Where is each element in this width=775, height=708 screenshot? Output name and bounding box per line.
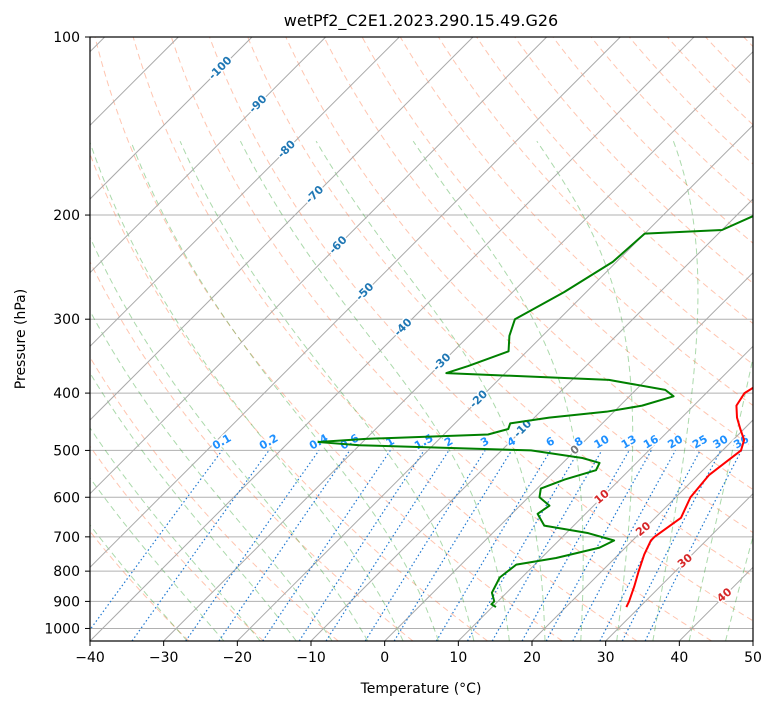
dry-adiabat-line [437,37,753,365]
x-tick-label: 10 [449,650,467,666]
moist-adiabat-line [90,309,333,641]
mixing-ratio-line [185,450,320,641]
dry-adiabat-line [90,260,414,641]
isotherm-line [310,198,753,641]
mixing-ratio-line [572,450,677,641]
isotherm-line [605,492,753,641]
moist-adiabat-line [412,140,584,641]
isotherm-line [90,37,695,641]
y-tick-label: 800 [53,564,80,580]
y-tick-label: 500 [53,443,80,459]
isotherm-line [236,124,753,641]
isotherm-line [90,37,253,200]
x-tick-label: 0 [380,650,389,666]
dry-adiabats [90,37,753,641]
moist-adiabat-line [90,477,225,641]
moist-adiabat-line [239,140,510,641]
pressure-gridlines [90,37,753,629]
moist-adiabat-line [652,140,699,641]
y-tick-label: 300 [53,312,80,328]
moist-adiabat-line [90,372,297,641]
moist-adiabat-line [130,140,439,641]
y-tick-label: 100 [53,30,80,46]
isotherm-line [90,37,327,274]
x-tick-label: −40 [75,650,105,666]
x-tick-label: −30 [149,650,179,666]
mixing-ratio-line [545,450,652,641]
moist-adiabat-line [90,426,261,641]
isotherm-line [90,37,474,421]
moist-adiabat-line [688,355,753,641]
isotherms [90,37,753,641]
dry-adiabat-line [90,445,264,641]
mixing-ratio-line [644,450,743,641]
y-tick-label: 200 [53,208,80,224]
sounding-series [317,215,753,608]
moist-adiabat-line [90,524,188,641]
y-tick-label: 700 [53,530,80,546]
x-tick-label: 50 [744,650,762,666]
isotherm-line [531,419,753,641]
dry-adiabat-line [323,37,753,491]
x-axis-title: Temperature (°C) [360,681,482,697]
moist-adiabat-line [536,140,634,641]
y-axis-title: Pressure (hPa) [13,289,29,389]
x-tick-label: 30 [597,650,615,666]
dry-adiabat-line [247,37,753,577]
isotherm-line [90,37,548,495]
mixing-ratio-line [621,450,722,641]
dry-adiabat-line [399,37,753,407]
dry-adiabat-line [208,37,753,622]
dry-adiabat-line [90,152,488,641]
y-axis: 100 200 300 400 500 600 700 800 900 1000 [44,30,90,637]
x-axis: −40 −30 −20 −10 0 10 20 30 40 50 [75,641,762,666]
mixing-ratio-line [262,450,391,641]
dry-adiabat-line [285,37,753,534]
mixing-ratio-line [393,450,513,641]
x-tick-label: −10 [296,650,326,666]
mixing-ratio-lines [90,450,743,641]
isotherm-line [90,37,400,348]
mixing-ratio-line [325,450,450,641]
dry-adiabat-line [170,37,712,641]
temperature-profile-line [625,386,753,608]
x-tick-label: 20 [523,650,541,666]
plot-frame [89,36,754,642]
moist-adiabat-line [90,140,404,641]
dry-adiabat-line [628,37,753,165]
dewpoint-profile-line [317,215,753,608]
mixing-ratio-line [521,450,630,641]
y-tick-label: 600 [53,490,80,506]
mixing-ratio-line [90,450,223,631]
x-tick-label: −20 [223,650,253,666]
mixing-ratio-line [218,450,351,641]
y-tick-label: 900 [53,594,80,610]
isotherm-line [90,37,621,569]
chart-title: wetPf2_C2E1.2023.290.15.49.G26 [284,11,558,31]
dry-adiabat-line [361,37,753,448]
isotherm-line [163,50,753,641]
dry-adiabat-line [552,37,753,244]
isotherm-line [384,271,753,641]
y-tick-label: 1000 [44,621,80,637]
x-tick-label: 40 [670,650,688,666]
dry-adiabat-line [94,37,563,641]
moist-adiabat-line [725,534,753,641]
mixing-ratio-line [298,450,425,641]
mixing-ratio-line [131,450,270,641]
isotherm-line [457,345,753,641]
dry-adiabat-line [132,37,638,641]
y-tick-label: 400 [53,386,80,402]
moist-adiabat-line [179,140,475,641]
